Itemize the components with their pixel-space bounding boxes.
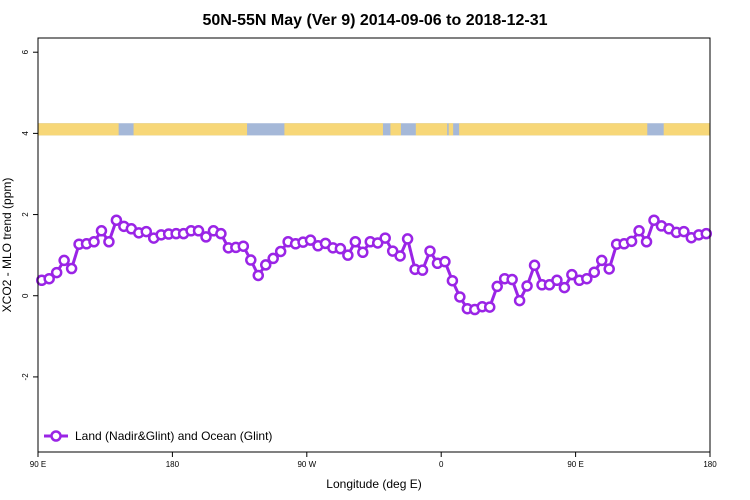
- data-point: [43, 272, 55, 285]
- data-point: [483, 301, 496, 313]
- y-axis-label: XCO2 - MLO trend (ppm): [0, 178, 14, 313]
- data-point: [521, 280, 533, 292]
- x-tick-label: 90 W: [297, 460, 316, 469]
- data-point: [259, 259, 272, 271]
- data-point: [237, 240, 250, 252]
- data-point: [274, 245, 287, 258]
- data-point: [625, 235, 638, 248]
- data-point: [267, 252, 279, 265]
- chart-title: 50N-55N May (Ver 9) 2014-09-06 to 2018-1…: [202, 12, 547, 29]
- data-point: [491, 280, 503, 293]
- data-point: [252, 269, 265, 282]
- data-point: [95, 225, 108, 237]
- legend: Land (Nadir&Glint) and Ocean (Glint): [44, 429, 272, 443]
- data-point: [588, 266, 601, 278]
- data-point: [200, 231, 212, 243]
- data-point: [110, 214, 123, 226]
- data-point: [58, 254, 70, 267]
- y-tick-label: 4: [21, 131, 30, 136]
- data-point: [566, 268, 578, 281]
- x-tick-label: 90 E: [567, 460, 583, 469]
- legend-marker-swatch: [50, 430, 62, 442]
- data-point: [349, 236, 362, 248]
- data-point: [506, 273, 518, 286]
- data-point: [192, 225, 205, 237]
- data-point: [513, 294, 526, 307]
- data-point: [633, 225, 645, 237]
- y-tick-label: 6: [21, 49, 30, 54]
- data-point: [50, 266, 63, 279]
- data-point: [424, 245, 436, 257]
- data-point: [401, 233, 414, 245]
- data-point: [528, 259, 541, 272]
- data-point: [65, 262, 78, 275]
- data-point: [640, 236, 653, 248]
- x-axis-label: Longitude (deg E): [326, 477, 421, 491]
- data-point: [357, 246, 369, 259]
- data-point: [454, 291, 466, 303]
- axes: 90 E 180 90 W 0 90 E 180 6 4 2 0 -2: [21, 49, 717, 469]
- data-point: [551, 274, 563, 287]
- data-point: [581, 272, 593, 285]
- data-point: [215, 227, 227, 240]
- x-tick-label: 180: [166, 460, 180, 469]
- land-segment: [448, 123, 454, 136]
- land-segment: [390, 123, 401, 136]
- land-segment: [459, 123, 648, 136]
- data-point: [103, 236, 115, 248]
- data-point: [603, 263, 615, 275]
- data-point: [245, 254, 257, 266]
- data-point: [379, 232, 391, 244]
- series-layer: [35, 214, 713, 316]
- data-point: [140, 225, 153, 238]
- data-point: [678, 225, 690, 238]
- data-point: [88, 236, 100, 248]
- data-point: [446, 274, 459, 287]
- y-tick-label: 2: [21, 212, 30, 217]
- data-point: [334, 242, 347, 255]
- land-segment: [133, 123, 248, 136]
- land-ocean-band: [38, 123, 710, 136]
- y-tick-label: 0: [21, 293, 30, 298]
- legend-label: Land (Nadir&Glint) and Ocean (Glint): [75, 429, 272, 443]
- x-tick-label: 90 E: [30, 460, 46, 469]
- land-segment: [284, 123, 383, 136]
- data-point: [595, 254, 608, 267]
- data-point: [416, 264, 429, 276]
- data-point: [648, 214, 660, 226]
- data-point: [304, 234, 317, 246]
- data-point: [700, 227, 713, 240]
- land-segment: [415, 123, 448, 136]
- y-tick-label: -2: [21, 373, 30, 381]
- plot-border: [37, 37, 711, 453]
- x-tick-label: 180: [703, 460, 717, 469]
- x-tick-label: 0: [439, 460, 444, 469]
- data-point: [558, 281, 571, 294]
- data-point: [394, 250, 406, 262]
- data-point: [439, 255, 451, 268]
- land-segment: [663, 123, 710, 136]
- data-point: [342, 249, 354, 261]
- land-segment: [38, 123, 119, 136]
